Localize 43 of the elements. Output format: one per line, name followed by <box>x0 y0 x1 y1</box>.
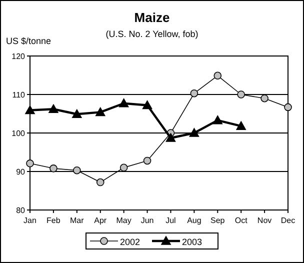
point <box>72 109 82 118</box>
point <box>120 164 128 172</box>
point <box>166 133 176 142</box>
point <box>96 178 104 186</box>
point <box>212 115 223 124</box>
point <box>237 90 245 98</box>
point <box>214 72 222 80</box>
point <box>190 89 198 98</box>
chart-subtitle: (U.S. No. 2 Yellow, fob) <box>106 29 198 39</box>
legend-label: 2002 <box>120 237 140 247</box>
point <box>143 156 152 165</box>
x-tick-label: Apr <box>94 216 107 225</box>
y-tick-label: 120 <box>12 52 26 61</box>
y-tick-label: 80 <box>16 206 26 215</box>
point <box>95 107 106 116</box>
point <box>260 94 268 102</box>
x-tick-label: Feb <box>46 216 61 225</box>
y-tick-label: 90 <box>16 168 26 176</box>
x-tick-label: May <box>116 216 132 225</box>
y-tick-label: 110 <box>12 90 26 100</box>
x-tick-label: Mar <box>70 216 84 225</box>
point <box>118 98 129 108</box>
point <box>284 103 292 112</box>
point <box>73 166 81 174</box>
point <box>25 105 35 114</box>
point <box>50 164 58 172</box>
y-tick-label: 100 <box>12 129 26 138</box>
legend-label: 2003 <box>182 237 202 247</box>
point <box>48 104 58 114</box>
point <box>142 100 152 110</box>
point <box>236 121 246 130</box>
x-tick-label: Aug <box>187 216 202 225</box>
x-tick-label: Jul <box>166 216 176 225</box>
x-tick-label: Jun <box>140 216 154 225</box>
x-tick-label: Oct <box>234 216 248 225</box>
y-axis-title: US $/tonne <box>6 36 52 46</box>
x-tick-label: Sep <box>210 216 226 225</box>
x-tick-label: Jan <box>24 216 36 225</box>
chart-title: Maize <box>134 10 170 25</box>
x-tick-label: Dec <box>280 216 296 225</box>
point <box>189 128 200 137</box>
x-tick-label: Nov <box>257 216 272 225</box>
point <box>26 160 34 168</box>
